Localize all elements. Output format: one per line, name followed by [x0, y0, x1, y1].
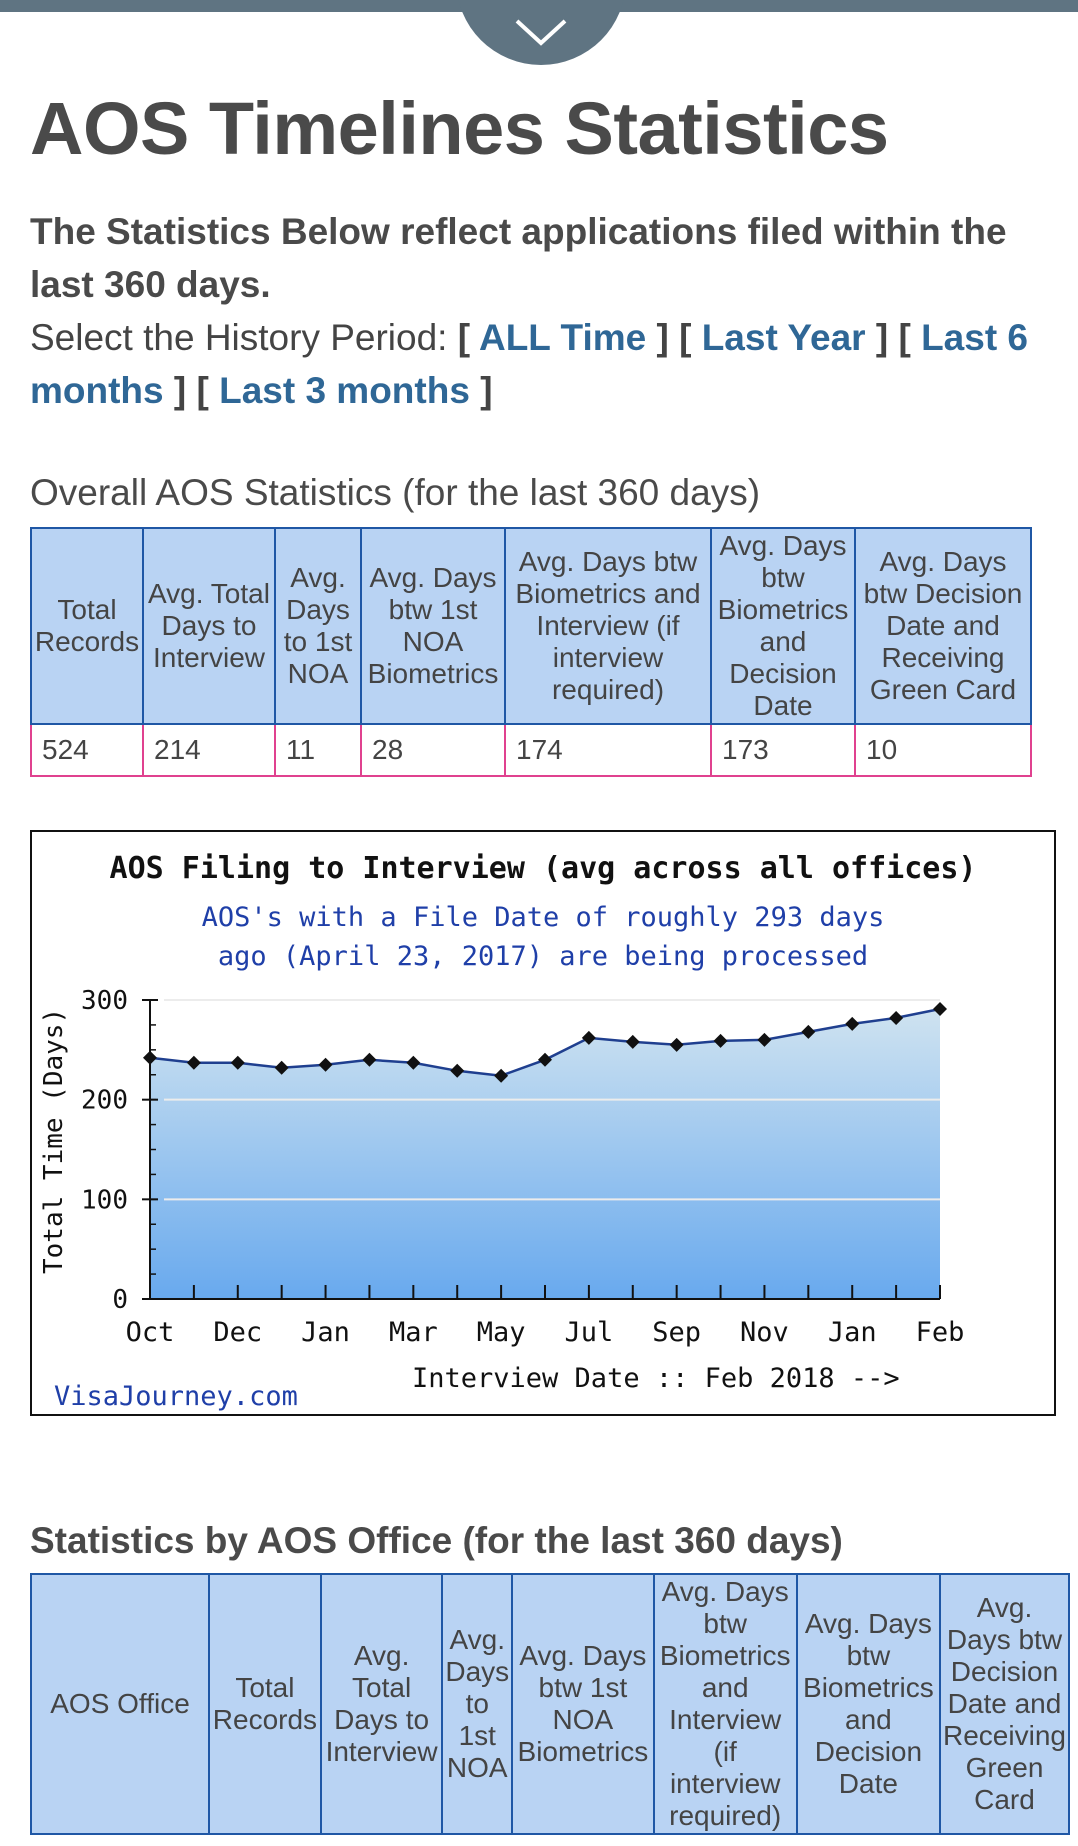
office-stats-table: AOS Office Total Records Avg. Total Days…	[29, 1573, 1071, 1835]
table-cell: 524	[30, 723, 144, 777]
intro-block: The Statistics Below reflect application…	[30, 211, 1029, 411]
column-header: Avg. Days btw Decision Date and Receivin…	[854, 527, 1032, 725]
page-title: AOS Timelines Statistics	[30, 87, 889, 170]
period-link-last-3-months[interactable]: Last 3 months	[219, 370, 470, 411]
intro-text: The Statistics Below reflect application…	[30, 211, 1007, 305]
collapse-header-button[interactable]	[456, 0, 626, 65]
column-header: Total Records	[208, 1573, 322, 1835]
chart-y-tick-label: 100	[81, 1185, 128, 1215]
period-link-last-6-months[interactable]: Last 6 months	[30, 317, 1029, 411]
chart-data-point	[538, 1052, 552, 1067]
period-link-last-year[interactable]: Last Year	[701, 317, 866, 358]
chart-data-point	[186, 1055, 201, 1070]
column-header: Avg. Total Days to Interview	[319, 1573, 444, 1835]
chart-data-point	[274, 1060, 289, 1075]
period-link-all-time[interactable]: ALL Time	[478, 317, 647, 358]
chart-data-point	[406, 1055, 421, 1070]
chart-data-point	[713, 1033, 728, 1048]
chart-data-point	[801, 1024, 816, 1039]
table-cell: 11	[274, 723, 362, 777]
chart-x-tick-label: Jul	[564, 1317, 613, 1348]
chart-data-point	[889, 1010, 904, 1025]
column-header: Avg. Days btw Decision Date and Receivin…	[938, 1573, 1071, 1835]
column-header: Avg. Days btw Biometrics and Interview (…	[504, 527, 712, 725]
chart-subtitle-line-2: ago (April 23, 2017) are being processed	[218, 941, 868, 972]
chart-data-point	[230, 1055, 245, 1070]
interview-chart: AOS Filing to Interview (avg across all …	[30, 830, 1056, 1416]
chart-x-tick-label: Dec	[213, 1317, 262, 1348]
table-cell: 10	[854, 723, 1032, 777]
chart-data-point	[143, 1050, 157, 1065]
chart-y-axis-label: Total Time (Days)	[39, 1008, 69, 1274]
chart-watermark: VisaJourney.com	[54, 1381, 298, 1412]
column-header: Avg. Days btw 1st NOA Biometrics	[511, 1573, 655, 1835]
chart-area-fill	[150, 1009, 940, 1299]
table-row: 524 214 11 28 174 173 10	[30, 723, 1032, 777]
table-cell: 28	[360, 723, 506, 777]
period-prompt: Select the History Period:	[30, 317, 458, 358]
chart-data-point	[933, 1001, 947, 1016]
column-header: Avg. Total Days to Interview	[142, 527, 276, 725]
chart-x-axis-label: Interview Date :: Feb 2018 -->	[412, 1363, 900, 1394]
chart-x-tick-label: Feb	[916, 1317, 965, 1348]
column-header: Total Records	[30, 527, 144, 725]
chart-data-point	[581, 1030, 596, 1045]
chart-x-tick-label: Jan	[301, 1317, 350, 1348]
chart-x-tick-label: Oct	[126, 1317, 175, 1348]
chart-subtitle-line-1: AOS's with a File Date of roughly 293 da…	[202, 902, 885, 933]
chart-data-point	[318, 1057, 333, 1072]
chart-data-point	[450, 1063, 465, 1078]
column-header: Avg. Days to 1st NOA	[441, 1573, 514, 1835]
chart-x-tick-label: Nov	[740, 1317, 789, 1348]
table-cell: 174	[504, 723, 712, 777]
column-header: Avg. Days btw Biometrics and Decision Da…	[795, 1573, 941, 1835]
overall-stats-caption: Overall AOS Statistics (for the last 360…	[30, 472, 761, 513]
office-stats-caption: Statistics by AOS Office (for the last 3…	[30, 1520, 843, 1561]
column-header: Avg. Days btw Biometrics and Decision Da…	[710, 527, 856, 725]
chart-data-point	[669, 1037, 684, 1052]
chart-x-tick-label: Sep	[652, 1317, 701, 1348]
chart-data-point	[625, 1034, 640, 1049]
chart-title: AOS Filing to Interview (avg across all …	[110, 851, 977, 886]
chart-x-tick-label: Mar	[389, 1317, 438, 1348]
chart-y-tick-label: 300	[81, 986, 128, 1016]
chart-y-tick-label: 0	[112, 1285, 128, 1315]
table-cell: 173	[710, 723, 856, 777]
table-cell: 214	[142, 723, 276, 777]
column-header: Avg. Days btw Biometrics and Interview (…	[652, 1573, 798, 1835]
chart-plot-area: 0 100 200 300 Oct Dec Jan Mar May Jul Sep Nov Jan Feb	[81, 986, 964, 1348]
chart-x-tick-label: Jan	[828, 1317, 877, 1348]
chart-svg: AOS Filing to Interview (avg across all …	[39, 851, 977, 1412]
overall-stats-table: Total Records Avg. Total Days to Intervi…	[30, 527, 1032, 777]
column-header: Avg. Days to 1st NOA	[274, 527, 362, 725]
chart-data-point	[757, 1032, 772, 1047]
chart-data-point	[362, 1052, 377, 1067]
chart-x-tick-label: May	[477, 1317, 526, 1348]
chart-data-point	[494, 1068, 509, 1083]
column-header: Avg. Days btw 1st NOA Biometrics	[360, 527, 506, 725]
column-header: AOS Office	[29, 1573, 211, 1835]
chevron-down-icon	[515, 19, 567, 46]
chart-y-tick-label: 200	[81, 1086, 128, 1116]
